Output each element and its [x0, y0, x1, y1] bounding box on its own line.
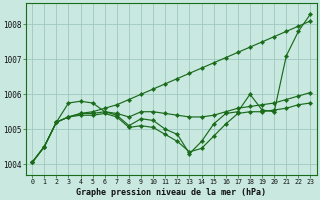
X-axis label: Graphe pression niveau de la mer (hPa): Graphe pression niveau de la mer (hPa)	[76, 188, 266, 197]
